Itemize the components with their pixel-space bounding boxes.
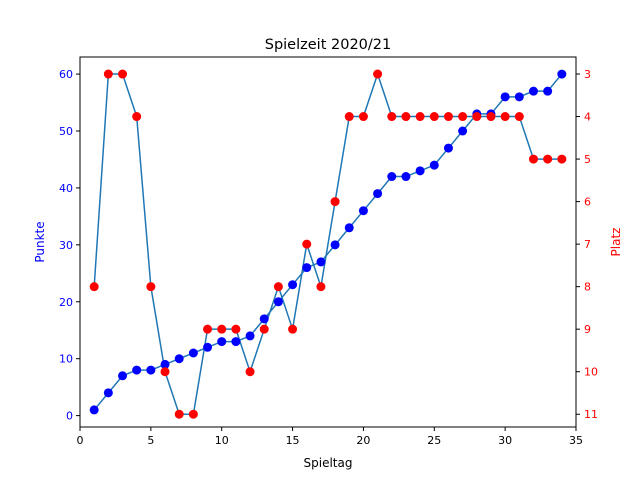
x-tick-label: 15 <box>286 434 300 447</box>
y-tick-label: 20 <box>59 296 73 309</box>
y2-tick-label: 9 <box>584 323 591 336</box>
point-punkte <box>387 172 397 182</box>
y-tick-label: 0 <box>66 410 73 423</box>
point-platz <box>514 112 524 122</box>
point-punkte <box>401 172 411 182</box>
point-platz <box>543 154 553 164</box>
point-platz <box>486 112 496 122</box>
point-platz <box>500 112 510 122</box>
point-punkte <box>160 359 170 369</box>
point-punkte <box>528 86 538 96</box>
y2-tick-label: 10 <box>584 366 598 379</box>
point-punkte <box>543 86 553 96</box>
point-punkte <box>443 143 453 153</box>
point-platz <box>217 324 227 334</box>
y2-tick-label: 5 <box>584 153 591 166</box>
point-punkte <box>557 69 567 79</box>
y2-tick-label: 7 <box>584 238 591 251</box>
y-axis-label: Punkte <box>33 221 47 262</box>
series-line-platz <box>93 71 562 415</box>
point-platz <box>302 239 312 249</box>
point-platz <box>387 112 397 122</box>
point-platz <box>103 69 113 79</box>
y-tick-label: 10 <box>59 353 73 366</box>
point-platz <box>443 112 453 122</box>
point-punkte <box>344 223 354 233</box>
point-platz <box>401 112 411 122</box>
point-platz <box>118 69 128 79</box>
point-platz <box>458 112 468 122</box>
point-platz <box>528 154 538 164</box>
x-tick-label: 0 <box>77 434 84 447</box>
point-platz <box>415 112 425 122</box>
point-platz <box>288 324 298 334</box>
point-platz <box>160 367 170 377</box>
y-tick-label: 60 <box>59 68 73 81</box>
point-punkte <box>89 405 99 415</box>
point-punkte <box>373 189 383 199</box>
point-platz <box>259 324 269 334</box>
point-punkte <box>316 257 326 267</box>
point-punkte <box>118 371 128 381</box>
point-punkte <box>415 166 425 176</box>
x-tick-label: 35 <box>569 434 583 447</box>
point-punkte <box>203 342 213 352</box>
y2-tick-label: 6 <box>584 196 591 209</box>
x-tick-label: 5 <box>147 434 154 447</box>
point-platz <box>89 282 99 292</box>
point-punkte <box>500 92 510 102</box>
point-punkte <box>174 354 184 364</box>
point-punkte <box>358 206 368 216</box>
point-platz <box>358 112 368 122</box>
point-punkte <box>132 365 142 375</box>
y-tick-label: 40 <box>59 182 73 195</box>
point-platz <box>132 112 142 122</box>
point-punkte <box>288 280 298 290</box>
point-punkte <box>514 92 524 102</box>
x-tick-label: 20 <box>356 434 370 447</box>
point-platz <box>203 324 213 334</box>
point-punkte <box>259 314 269 324</box>
y2-tick-label: 4 <box>584 111 591 124</box>
series-line-punkte <box>93 73 563 411</box>
axes-frame <box>79 56 577 428</box>
point-platz <box>429 112 439 122</box>
point-platz <box>188 409 198 419</box>
point-punkte <box>245 331 255 341</box>
y2-tick-label: 3 <box>584 68 591 81</box>
x-tick-label: 30 <box>498 434 512 447</box>
y2-tick-label: 11 <box>584 408 598 421</box>
point-platz <box>146 282 156 292</box>
x-axis-label: Spieltag <box>304 456 353 470</box>
point-platz <box>557 154 567 164</box>
point-platz <box>273 282 283 292</box>
point-punkte <box>146 365 156 375</box>
point-punkte <box>429 160 439 170</box>
point-punkte <box>273 297 283 307</box>
x-tick-label: 10 <box>215 434 229 447</box>
y2-tick-label: 8 <box>584 281 591 294</box>
x-tick-label: 25 <box>427 434 441 447</box>
y2-axis-label: Platz <box>609 228 623 257</box>
chart-title: Spielzeit 2020/21 <box>265 37 391 53</box>
point-platz <box>344 112 354 122</box>
point-punkte <box>231 337 241 347</box>
point-platz <box>472 112 482 122</box>
point-platz <box>373 69 383 79</box>
y-tick-label: 30 <box>59 239 73 252</box>
point-platz <box>231 324 241 334</box>
point-punkte <box>458 126 468 136</box>
point-punkte <box>188 348 198 358</box>
point-platz <box>245 367 255 377</box>
point-punkte <box>217 337 227 347</box>
point-punkte <box>103 388 113 398</box>
point-platz <box>316 282 326 292</box>
point-punkte <box>302 263 312 273</box>
y-tick-label: 50 <box>59 125 73 138</box>
point-platz <box>174 409 184 419</box>
point-punkte <box>330 240 340 250</box>
point-platz <box>330 197 340 207</box>
